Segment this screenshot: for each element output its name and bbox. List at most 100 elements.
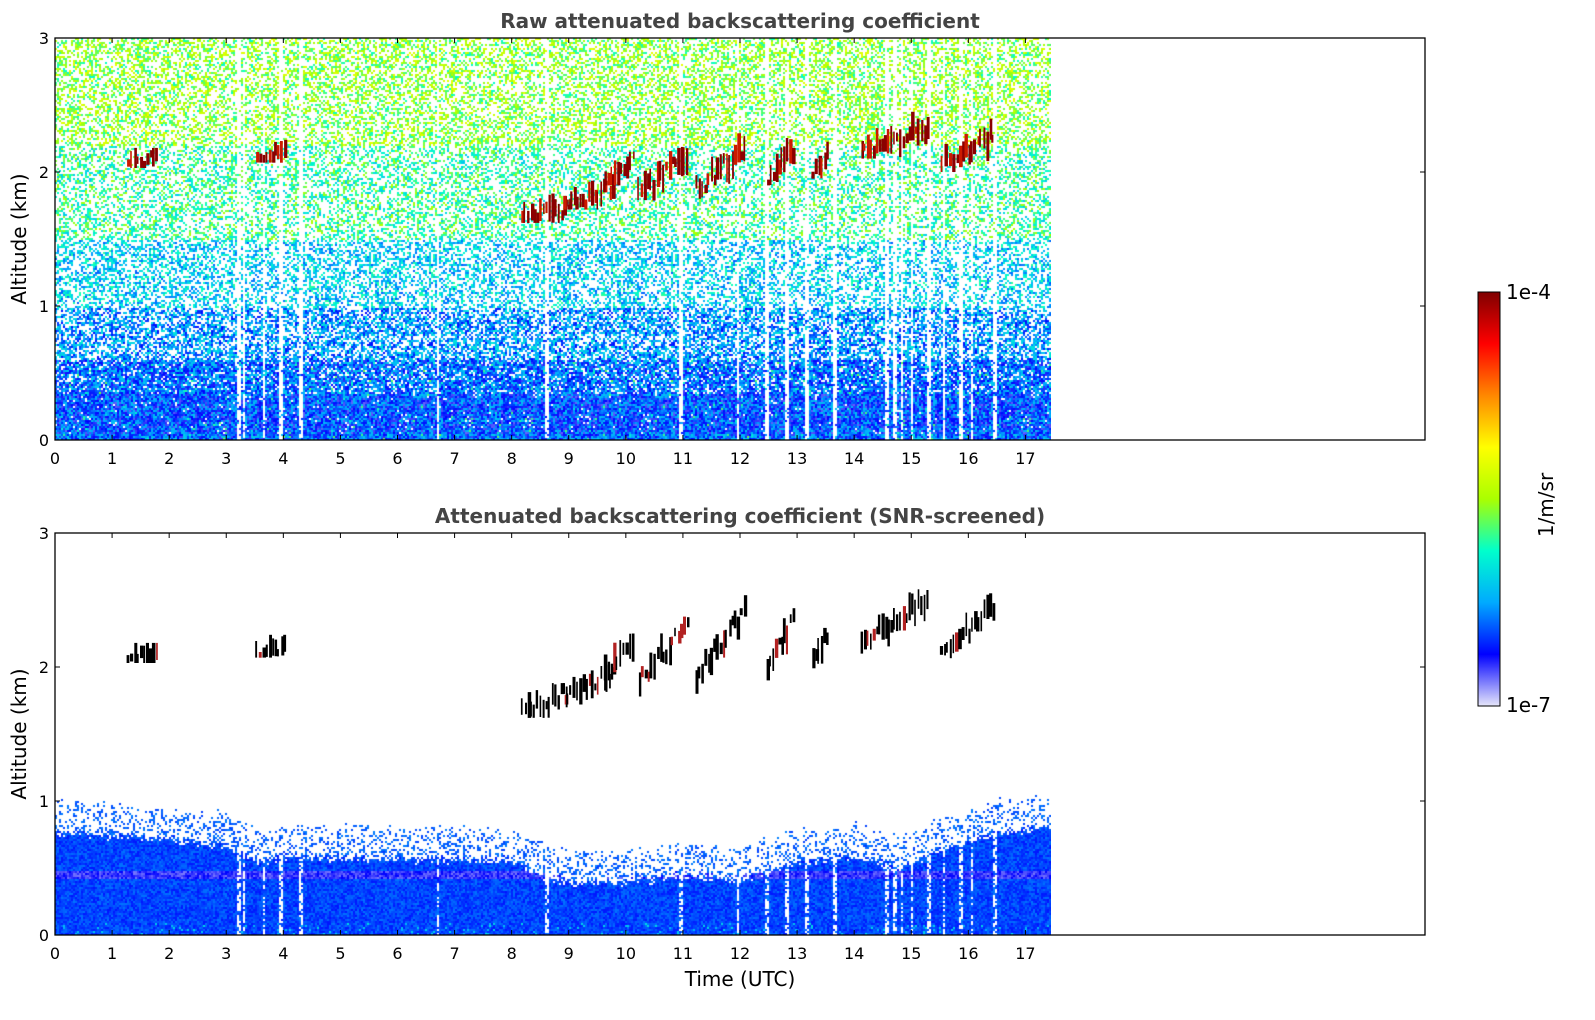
cloud-streak xyxy=(527,692,532,718)
x-tick-label: 13 xyxy=(787,449,807,468)
y-axis-label: Altitude (km) xyxy=(7,668,31,799)
cloud-streak xyxy=(674,158,677,167)
cloud-streak xyxy=(911,111,915,141)
cloud-patch xyxy=(126,642,158,663)
cloud-streak xyxy=(946,149,948,166)
y-tick-label: 3 xyxy=(39,29,49,48)
cloud-streak xyxy=(704,185,708,193)
cloud-streak xyxy=(979,128,981,147)
cloud-streak xyxy=(619,162,623,174)
cloud-streak xyxy=(789,614,792,623)
cloud-streak xyxy=(711,156,714,182)
cloud-streak xyxy=(545,701,548,710)
cloud-streak xyxy=(732,151,734,179)
x-tick-label: 12 xyxy=(730,944,750,963)
y-tick-label: 2 xyxy=(39,658,49,677)
cloud-streak xyxy=(686,148,689,176)
cloud-streak xyxy=(774,638,779,658)
cloud-streak xyxy=(262,647,267,658)
cloud-streak xyxy=(274,639,278,657)
cloud-streak xyxy=(536,212,540,223)
cloud-streak xyxy=(945,642,948,653)
cloud-streak xyxy=(607,661,611,681)
cloud-streak xyxy=(974,611,978,630)
cloud-streak xyxy=(783,146,786,173)
x-tick-label: 1 xyxy=(107,449,117,468)
cloud-streak xyxy=(573,187,577,206)
cloud-streak xyxy=(970,141,973,163)
cloud-streak xyxy=(890,126,893,154)
cloud-streak xyxy=(862,143,866,151)
cloud-streak xyxy=(820,158,823,179)
cloud-streak xyxy=(792,148,796,165)
cloud-streak xyxy=(952,154,956,172)
cloud-streak xyxy=(542,699,545,718)
cloud-streak xyxy=(638,672,642,697)
cloud-streak xyxy=(628,151,631,171)
cloud-streak xyxy=(152,147,155,167)
cloud-patch xyxy=(767,138,796,186)
x-tick-label: 8 xyxy=(507,944,517,963)
cloud-streak xyxy=(683,616,686,635)
cloud-streak xyxy=(531,203,535,221)
cloud-patch xyxy=(637,146,689,201)
cloud-streak xyxy=(142,160,147,168)
cloud-streak xyxy=(723,630,726,658)
cloud-streak xyxy=(523,201,526,223)
cloud-streak xyxy=(665,161,668,171)
x-ticks: 0 1 2 3 4 5 6 7 8 9 10 11 12 13 14 15 16 17 xyxy=(50,38,1036,468)
cloud-streak xyxy=(769,655,771,667)
cloud-streak xyxy=(150,150,154,158)
cloud-streak xyxy=(916,118,920,146)
cloud-streak xyxy=(127,159,131,167)
cloud-streak xyxy=(877,614,881,635)
y-tick-label: 0 xyxy=(39,431,49,450)
cloud-streak xyxy=(653,653,656,680)
cloud-streak xyxy=(662,651,665,663)
cloud-patch xyxy=(604,151,635,186)
cloud-streak xyxy=(949,639,952,659)
cloud-streak xyxy=(579,678,583,705)
cloud-streak xyxy=(126,655,130,663)
x-tick-label: 2 xyxy=(164,944,174,963)
cloud-streak xyxy=(824,152,828,170)
x-tick-label: 4 xyxy=(278,449,288,468)
cloud-streak xyxy=(670,636,673,646)
cloud-streak xyxy=(658,160,662,181)
cloud-streak xyxy=(766,659,770,681)
cloud-streak xyxy=(613,160,617,186)
cloud-streak xyxy=(603,179,606,193)
cloud-streak xyxy=(566,693,569,705)
cloud-streak xyxy=(576,681,578,701)
x-tick-label: 9 xyxy=(564,449,574,468)
cloud-streak xyxy=(130,151,132,168)
cloud-streak xyxy=(626,156,630,179)
cloud-streak xyxy=(284,139,288,158)
cloud-streak xyxy=(527,210,530,223)
cloud-streak xyxy=(812,648,816,669)
panel-raw: Raw attenuated backscattering coefficien… xyxy=(7,9,1426,468)
cloud-streak xyxy=(861,141,864,159)
y-axis-label: Altitude (km) xyxy=(7,173,31,304)
cloud-streak xyxy=(600,181,603,207)
cloud-streak xyxy=(554,684,557,707)
cloud-layer-screened xyxy=(126,589,996,718)
cloud-streak xyxy=(548,194,551,222)
cloud-streak xyxy=(590,670,594,699)
cloud-streak xyxy=(719,642,723,655)
cloud-streak xyxy=(563,683,565,694)
cloud-streak xyxy=(905,133,909,144)
y-ticks: 0 1 2 3 xyxy=(39,524,1425,945)
cloud-streak xyxy=(570,191,573,210)
cloud-streak xyxy=(581,193,585,208)
cloud-streak xyxy=(767,179,771,186)
cloud-streak xyxy=(968,144,971,165)
cloud-streak xyxy=(902,136,906,149)
cloud-streak xyxy=(860,631,864,654)
cloud-streak xyxy=(136,156,139,164)
cloud-streak xyxy=(896,132,898,142)
cloud-streak xyxy=(772,648,775,671)
heatmap-image xyxy=(55,533,1051,935)
cloud-streak xyxy=(539,695,542,717)
cloud-streak xyxy=(866,630,869,646)
